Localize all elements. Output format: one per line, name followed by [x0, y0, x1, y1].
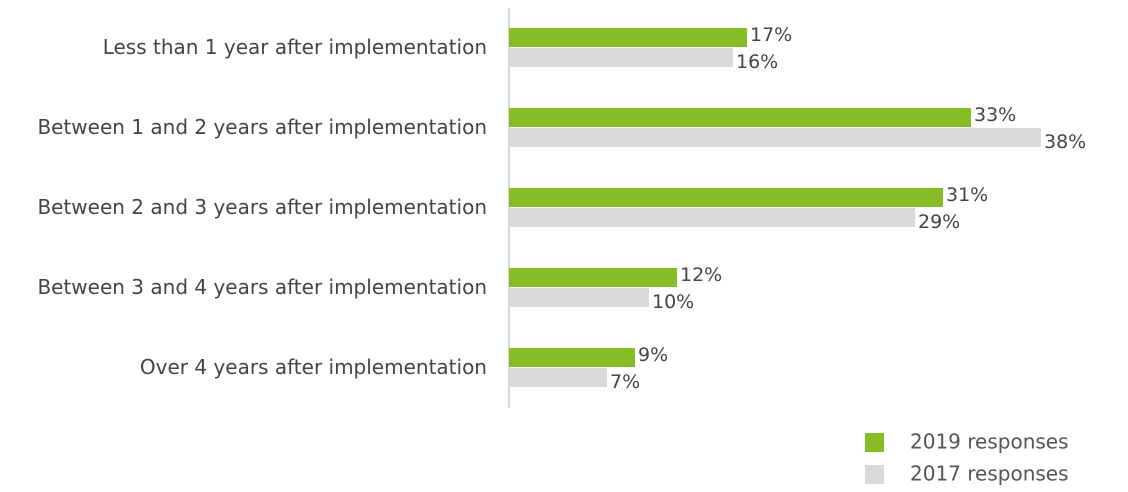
bar	[509, 108, 971, 127]
bar	[509, 48, 733, 67]
value-label: 16%	[736, 51, 778, 73]
bar	[509, 348, 635, 367]
category-label: Between 1 and 2 years after implementati…	[37, 115, 487, 139]
bar	[509, 288, 649, 307]
bar	[509, 188, 943, 207]
bar	[509, 128, 1041, 147]
value-label: 38%	[1044, 131, 1086, 153]
value-label: 12%	[680, 264, 722, 286]
value-label: 9%	[638, 344, 668, 366]
legend-label: 2019 responses	[910, 430, 1069, 454]
bar	[509, 208, 915, 227]
category-label: Less than 1 year after implementation	[102, 35, 487, 59]
value-label: 10%	[652, 291, 694, 313]
legend-label: 2017 responses	[910, 462, 1069, 486]
category-label: Between 3 and 4 years after implementati…	[37, 275, 487, 299]
category-label: Between 2 and 3 years after implementati…	[37, 195, 487, 219]
category-label: Over 4 years after implementation	[139, 355, 487, 379]
bar	[509, 268, 677, 287]
legend-swatch	[865, 433, 884, 452]
value-label: 33%	[974, 104, 1016, 126]
value-label: 31%	[946, 184, 988, 206]
bar	[509, 28, 747, 47]
value-label: 29%	[918, 211, 960, 233]
value-label: 17%	[750, 24, 792, 46]
value-label: 7%	[610, 371, 640, 393]
bar	[509, 368, 607, 387]
legend-swatch	[865, 465, 884, 484]
